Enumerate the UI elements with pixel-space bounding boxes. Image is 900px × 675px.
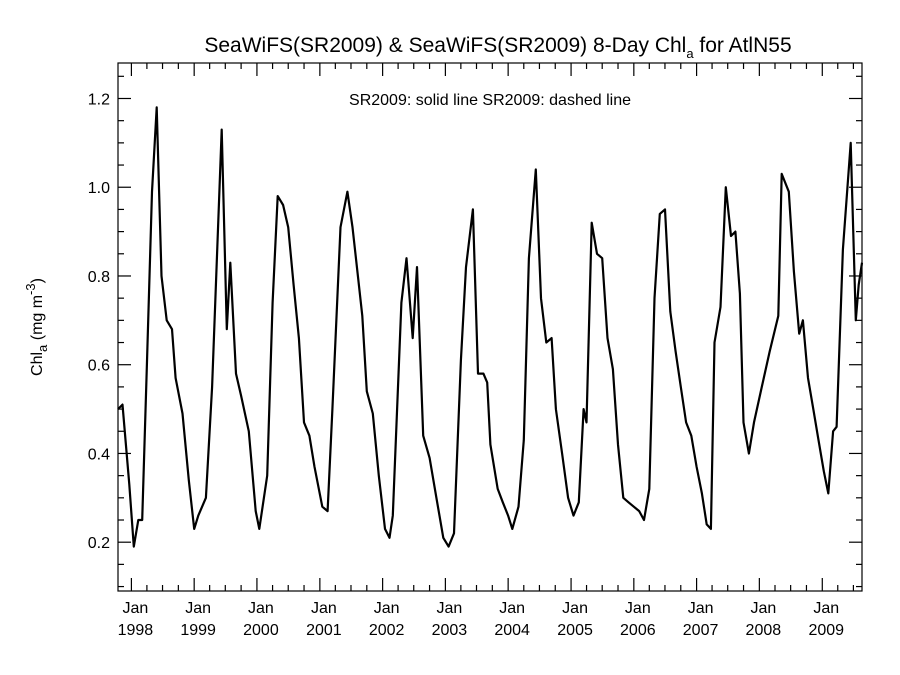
x-tick-label-year: 2001 xyxy=(306,622,342,639)
series-line-solid xyxy=(117,106,864,548)
x-tick-label-month: Jan xyxy=(311,600,337,617)
x-tick-label-year: 1998 xyxy=(118,622,154,639)
x-tick-label-year: 2003 xyxy=(432,622,468,639)
y-tick-label: 0.8 xyxy=(88,269,110,286)
x-tick-label-year: 2005 xyxy=(557,622,593,639)
y-axis: 0.2 0.4 0.6 0.8 1.0 1.2 xyxy=(88,75,862,588)
x-tick-label-year: 2008 xyxy=(746,622,782,639)
y-tick-label: 0.4 xyxy=(88,446,110,463)
x-tick-label-year: 2002 xyxy=(369,622,405,639)
x-tick-label-month: Jan xyxy=(436,600,462,617)
x-tick-label-month: Jan xyxy=(813,600,839,617)
x-tick-label-month: Jan xyxy=(750,600,776,617)
y-tick-label: 0.6 xyxy=(88,358,110,375)
legend-annotation: SR2009: solid line SR2009: dashed line xyxy=(349,92,631,109)
x-tick-label-year: 2006 xyxy=(620,622,656,639)
x-tick-label-month: Jan xyxy=(248,600,274,617)
x-tick-label-month: Jan xyxy=(499,600,525,617)
x-axis: Jan 1998 Jan 1999 Jan 2000 Jan 2001 Jan 2002 Jan 20… xyxy=(118,63,855,639)
y-tick-label: 1.0 xyxy=(88,180,110,197)
plot-frame xyxy=(117,62,863,592)
x-tick-label-month: Jan xyxy=(374,600,400,617)
y-tick-label: 0.2 xyxy=(88,535,110,552)
y-axis-label: Chla (mg m-3) xyxy=(23,278,50,376)
x-tick-label-month: Jan xyxy=(625,600,651,617)
x-tick-label-year: 2007 xyxy=(683,622,719,639)
x-tick-label-month: Jan xyxy=(185,600,211,617)
x-tick-label-year: 2004 xyxy=(494,622,530,639)
x-tick-label-month: Jan xyxy=(562,600,588,617)
x-tick-label-year: 2009 xyxy=(808,622,844,639)
series-layer xyxy=(117,106,864,548)
y-tick-label: 1.2 xyxy=(88,91,110,108)
x-tick-label-year: 1999 xyxy=(180,622,216,639)
x-tick-label-month: Jan xyxy=(123,600,149,617)
x-tick-label-month: Jan xyxy=(688,600,714,617)
x-tick-label-year: 2000 xyxy=(243,622,279,639)
chart-title: SeaWiFS(SR2009) & SeaWiFS(SR2009) 8-Day … xyxy=(204,34,791,61)
